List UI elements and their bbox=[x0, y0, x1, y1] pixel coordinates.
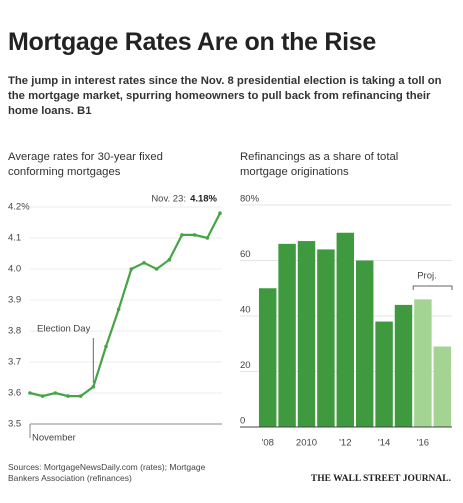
y-tick-label: 4.2% bbox=[8, 202, 30, 213]
point bbox=[205, 236, 210, 240]
y-tick-label: 60 bbox=[240, 249, 251, 260]
bar bbox=[433, 346, 452, 427]
point bbox=[129, 267, 134, 271]
y-tick-label: 3.9 bbox=[8, 295, 21, 306]
point bbox=[28, 391, 32, 395]
point bbox=[66, 394, 70, 398]
y-tick-label: 0 bbox=[240, 416, 245, 427]
bar bbox=[375, 321, 393, 427]
bar bbox=[258, 288, 277, 427]
x-axis-label: November bbox=[32, 433, 76, 444]
bar bbox=[278, 243, 296, 427]
y-tick-label: 80% bbox=[240, 194, 260, 205]
point bbox=[180, 233, 184, 237]
y-tick-label: 3.5 bbox=[8, 419, 21, 430]
bar bbox=[394, 304, 413, 427]
chart-title: Refinancings as a share of total mortgag… bbox=[240, 151, 399, 178]
point bbox=[104, 344, 108, 349]
point bbox=[40, 394, 45, 398]
y-tick-label: 20 bbox=[240, 360, 251, 371]
bar bbox=[317, 249, 335, 427]
value-label: 4.18% bbox=[190, 194, 217, 205]
line bbox=[29, 212, 221, 398]
annotation: Proj. bbox=[417, 271, 437, 282]
point bbox=[142, 261, 146, 265]
point bbox=[53, 391, 58, 395]
event-label: Election Day bbox=[37, 324, 91, 335]
publisher: THE WALL STREET JOURNAL. bbox=[310, 474, 451, 484]
point bbox=[154, 267, 159, 271]
y-tick-label: 4.0 bbox=[8, 264, 21, 275]
point bbox=[192, 233, 197, 237]
point bbox=[116, 307, 121, 312]
point bbox=[91, 385, 96, 389]
chart-title: Average rates for 30-year fixed conformi… bbox=[8, 151, 163, 178]
bar bbox=[297, 241, 316, 427]
title: Mortgage Rates Are on the Rise bbox=[8, 28, 376, 56]
source: Sources: MortgageNewsDaily.com (rates); … bbox=[8, 462, 206, 483]
x-tick-label: '16 bbox=[417, 438, 429, 449]
point bbox=[78, 394, 83, 398]
bracket bbox=[412, 285, 453, 290]
x-tick-label: 2010 bbox=[296, 438, 317, 449]
bar bbox=[414, 299, 432, 427]
bar bbox=[336, 232, 355, 427]
subtitle: The jump in interest rates since the Nov… bbox=[8, 75, 442, 117]
x-tick-label: '12 bbox=[339, 438, 351, 449]
bar bbox=[355, 260, 374, 427]
y-tick-label: 3.7 bbox=[8, 357, 21, 368]
point bbox=[218, 211, 222, 215]
y-tick-label: 40 bbox=[240, 305, 251, 316]
annotation: Nov. 23: bbox=[151, 194, 186, 205]
x-tick-label: '08 bbox=[262, 438, 274, 449]
y-tick-label: 3.6 bbox=[8, 388, 21, 399]
y-tick-label: 3.8 bbox=[8, 326, 21, 337]
y-tick-label: 4.1 bbox=[8, 233, 21, 244]
x-tick-label: '14 bbox=[378, 438, 390, 449]
point bbox=[167, 257, 172, 262]
